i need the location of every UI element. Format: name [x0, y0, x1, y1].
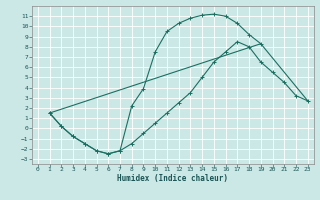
X-axis label: Humidex (Indice chaleur): Humidex (Indice chaleur)	[117, 174, 228, 183]
